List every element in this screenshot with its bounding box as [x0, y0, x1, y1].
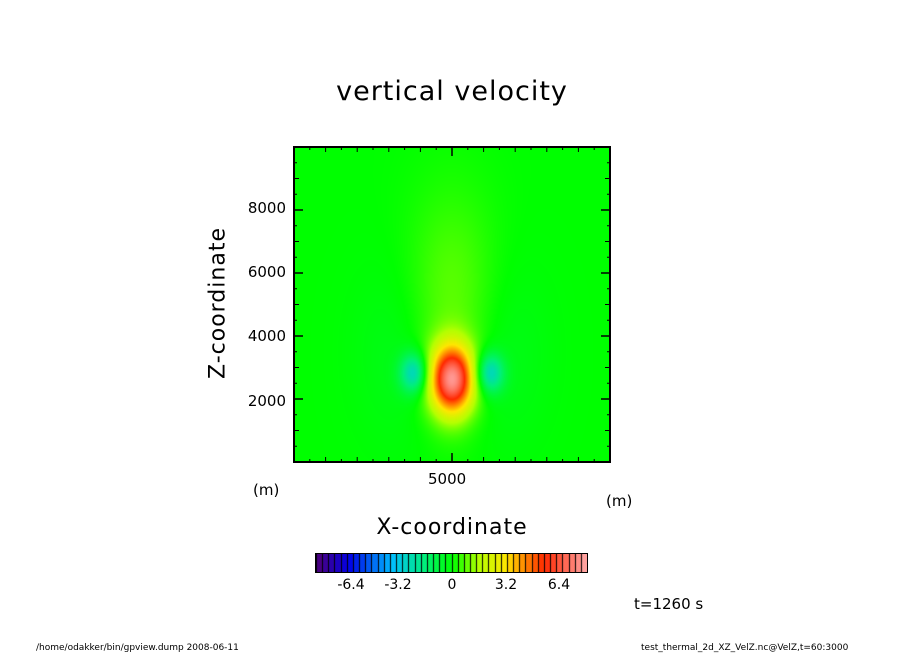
colorbar-tick-0: 0: [447, 577, 457, 593]
y-tick-label-4000: 4000: [247, 327, 286, 345]
x-tick-label-5000: 5000: [428, 470, 467, 488]
colorbar-tick-neg6.4: -6.4: [337, 577, 365, 593]
colorbar-tick-neg3.2: -3.2: [384, 577, 412, 593]
y-tick-label-2000: 2000: [247, 392, 286, 410]
time-annotation: t=1260 s: [634, 595, 704, 613]
plot-area: [293, 146, 611, 463]
x-axis-unit: (m): [606, 492, 633, 510]
velocity-field-heatmap: [295, 148, 609, 461]
footer-file-path: /home/odakker/bin/gpview.dump 2008-06-11: [36, 643, 239, 653]
colorbar-tick-3.2: 3.2: [494, 577, 518, 593]
colorbar-tick-6.4: 6.4: [547, 577, 571, 593]
colorbar: [315, 553, 588, 573]
chart-title: vertical velocity: [336, 76, 568, 107]
y-tick-label-8000: 8000: [247, 199, 286, 217]
x-axis-label: X-coordinate: [376, 515, 528, 540]
y-axis-label: Z-coordinate: [205, 227, 231, 379]
y-tick-label-6000: 6000: [247, 263, 286, 281]
y-axis-unit: (m): [253, 481, 280, 499]
footer-variable-spec: test_thermal_2d_XZ_VelZ.nc@VelZ,t=60:300…: [641, 643, 849, 653]
